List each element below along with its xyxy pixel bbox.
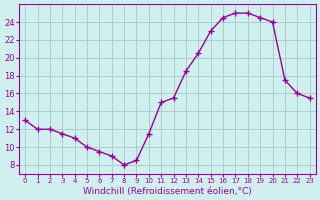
X-axis label: Windchill (Refroidissement éolien,°C): Windchill (Refroidissement éolien,°C) (83, 187, 252, 196)
